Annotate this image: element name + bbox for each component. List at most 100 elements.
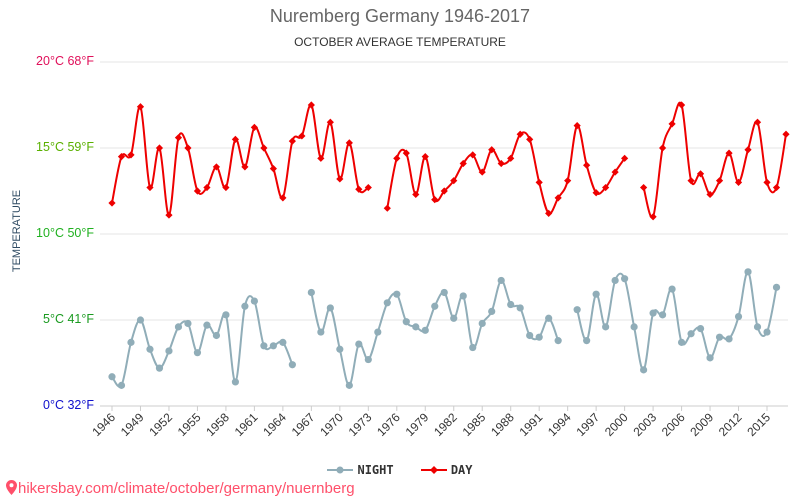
data-point-day[interactable] xyxy=(497,159,505,168)
data-point-night[interactable] xyxy=(222,311,230,319)
data-point-night[interactable] xyxy=(526,331,534,340)
data-point-day[interactable] xyxy=(136,103,145,111)
data-point-night[interactable] xyxy=(184,319,192,328)
data-point-night[interactable] xyxy=(535,333,543,341)
data-point-day[interactable] xyxy=(753,118,762,126)
data-point-night[interactable] xyxy=(658,311,667,319)
data-point-day[interactable] xyxy=(592,189,600,197)
data-point-night[interactable] xyxy=(317,328,325,336)
data-point-night[interactable] xyxy=(250,297,258,305)
data-point-day[interactable] xyxy=(526,135,534,143)
series-markers[interactable] xyxy=(108,101,790,389)
data-point-day[interactable] xyxy=(440,187,448,195)
data-point-night[interactable] xyxy=(108,373,116,381)
data-point-day[interactable] xyxy=(640,183,648,192)
data-point-day[interactable] xyxy=(317,154,325,162)
data-point-night[interactable] xyxy=(753,323,762,331)
data-point-day[interactable] xyxy=(516,130,524,138)
data-point-night[interactable] xyxy=(478,319,486,328)
data-point-day[interactable] xyxy=(782,130,790,138)
data-point-night[interactable] xyxy=(336,345,344,353)
data-point-day[interactable] xyxy=(336,175,344,183)
data-point-night[interactable] xyxy=(269,342,277,350)
data-point-night[interactable] xyxy=(212,331,221,340)
data-point-night[interactable] xyxy=(260,342,268,350)
data-point-night[interactable] xyxy=(326,304,334,312)
data-point-night[interactable] xyxy=(668,285,676,293)
data-point-day[interactable] xyxy=(677,101,686,109)
data-point-night[interactable] xyxy=(402,318,410,326)
data-point-night[interactable] xyxy=(355,340,363,348)
data-point-day[interactable] xyxy=(488,146,496,154)
data-point-day[interactable] xyxy=(725,149,733,157)
data-point-night[interactable] xyxy=(364,355,372,364)
data-point-night[interactable] xyxy=(459,292,467,300)
data-point-day[interactable] xyxy=(459,159,467,168)
data-point-day[interactable] xyxy=(355,185,363,193)
data-point-day[interactable] xyxy=(507,154,515,162)
data-point-day[interactable] xyxy=(573,122,581,130)
data-point-day[interactable] xyxy=(696,170,705,178)
data-point-night[interactable] xyxy=(592,290,600,298)
data-point-day[interactable] xyxy=(478,168,486,176)
data-point-day[interactable] xyxy=(772,183,781,192)
data-point-day[interactable] xyxy=(564,177,572,185)
data-point-day[interactable] xyxy=(763,178,771,186)
data-point-night[interactable] xyxy=(412,323,420,331)
data-point-day[interactable] xyxy=(611,168,619,176)
data-point-day[interactable] xyxy=(326,118,334,126)
data-point-night[interactable] xyxy=(374,328,382,336)
data-point-night[interactable] xyxy=(393,290,401,298)
data-point-night[interactable] xyxy=(772,283,781,291)
data-point-day[interactable] xyxy=(241,163,249,171)
data-point-night[interactable] xyxy=(640,366,648,374)
data-point-night[interactable] xyxy=(136,316,145,324)
data-point-day[interactable] xyxy=(402,149,410,157)
data-point-night[interactable] xyxy=(573,306,581,314)
data-point-day[interactable] xyxy=(421,153,429,161)
data-point-night[interactable] xyxy=(725,335,733,343)
data-point-night[interactable] xyxy=(450,314,458,322)
data-point-night[interactable] xyxy=(127,338,135,346)
data-point-day[interactable] xyxy=(583,161,591,169)
data-point-day[interactable] xyxy=(734,178,743,186)
data-point-day[interactable] xyxy=(364,183,372,192)
data-point-night[interactable] xyxy=(497,276,505,285)
data-point-night[interactable] xyxy=(345,381,353,389)
data-point-day[interactable] xyxy=(706,190,714,199)
data-point-day[interactable] xyxy=(554,194,562,202)
data-point-day[interactable] xyxy=(279,194,287,202)
data-point-day[interactable] xyxy=(108,199,116,207)
data-point-night[interactable] xyxy=(431,302,439,310)
data-point-day[interactable] xyxy=(165,211,173,219)
data-point-night[interactable] xyxy=(611,276,619,285)
data-point-day[interactable] xyxy=(545,209,553,217)
data-point-night[interactable] xyxy=(165,347,173,355)
data-point-night[interactable] xyxy=(288,361,296,369)
data-point-night[interactable] xyxy=(193,349,202,357)
data-point-night[interactable] xyxy=(307,288,315,297)
data-point-night[interactable] xyxy=(383,299,391,307)
data-point-night[interactable] xyxy=(146,345,154,353)
data-point-day[interactable] xyxy=(193,187,202,195)
data-point-day[interactable] xyxy=(212,163,221,171)
data-point-night[interactable] xyxy=(241,302,249,310)
data-point-day[interactable] xyxy=(602,183,610,192)
data-point-night[interactable] xyxy=(488,307,496,315)
data-point-night[interactable] xyxy=(469,343,477,352)
data-point-day[interactable] xyxy=(146,183,154,192)
legend-item-night[interactable]: NIGHT xyxy=(327,463,394,477)
data-point-night[interactable] xyxy=(677,338,686,346)
data-point-day[interactable] xyxy=(393,154,401,162)
data-point-night[interactable] xyxy=(421,326,429,334)
data-point-night[interactable] xyxy=(203,321,211,329)
data-point-day[interactable] xyxy=(155,144,164,152)
data-point-night[interactable] xyxy=(440,288,448,297)
data-point-day[interactable] xyxy=(203,183,211,192)
data-point-night[interactable] xyxy=(706,354,714,362)
data-point-day[interactable] xyxy=(288,137,296,145)
data-point-night[interactable] xyxy=(630,323,638,331)
data-point-night[interactable] xyxy=(763,328,771,336)
data-point-day[interactable] xyxy=(222,183,230,192)
data-point-night[interactable] xyxy=(155,364,164,372)
